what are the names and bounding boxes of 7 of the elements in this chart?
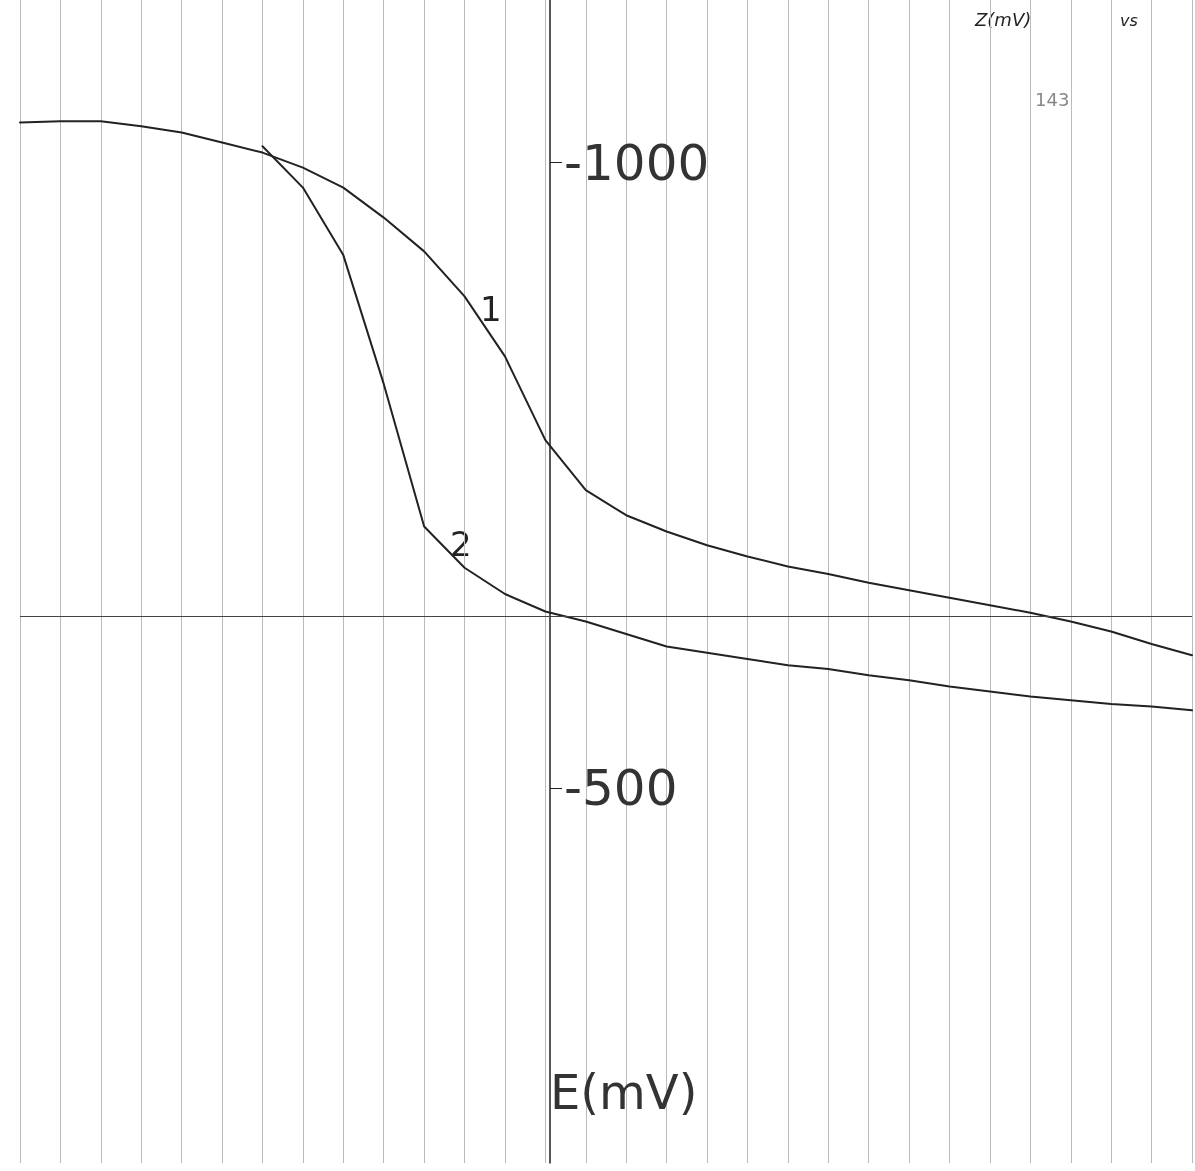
annotation: 1: [480, 289, 502, 329]
annotation: 143: [1035, 88, 1070, 110]
y-tick-label: -500: [564, 758, 678, 817]
y-axis-title: E(mV): [550, 1064, 698, 1120]
annotation: vs: [1120, 10, 1138, 30]
y-tick-label: -1000: [564, 133, 710, 192]
annotation: Z(mV): [974, 8, 1032, 30]
